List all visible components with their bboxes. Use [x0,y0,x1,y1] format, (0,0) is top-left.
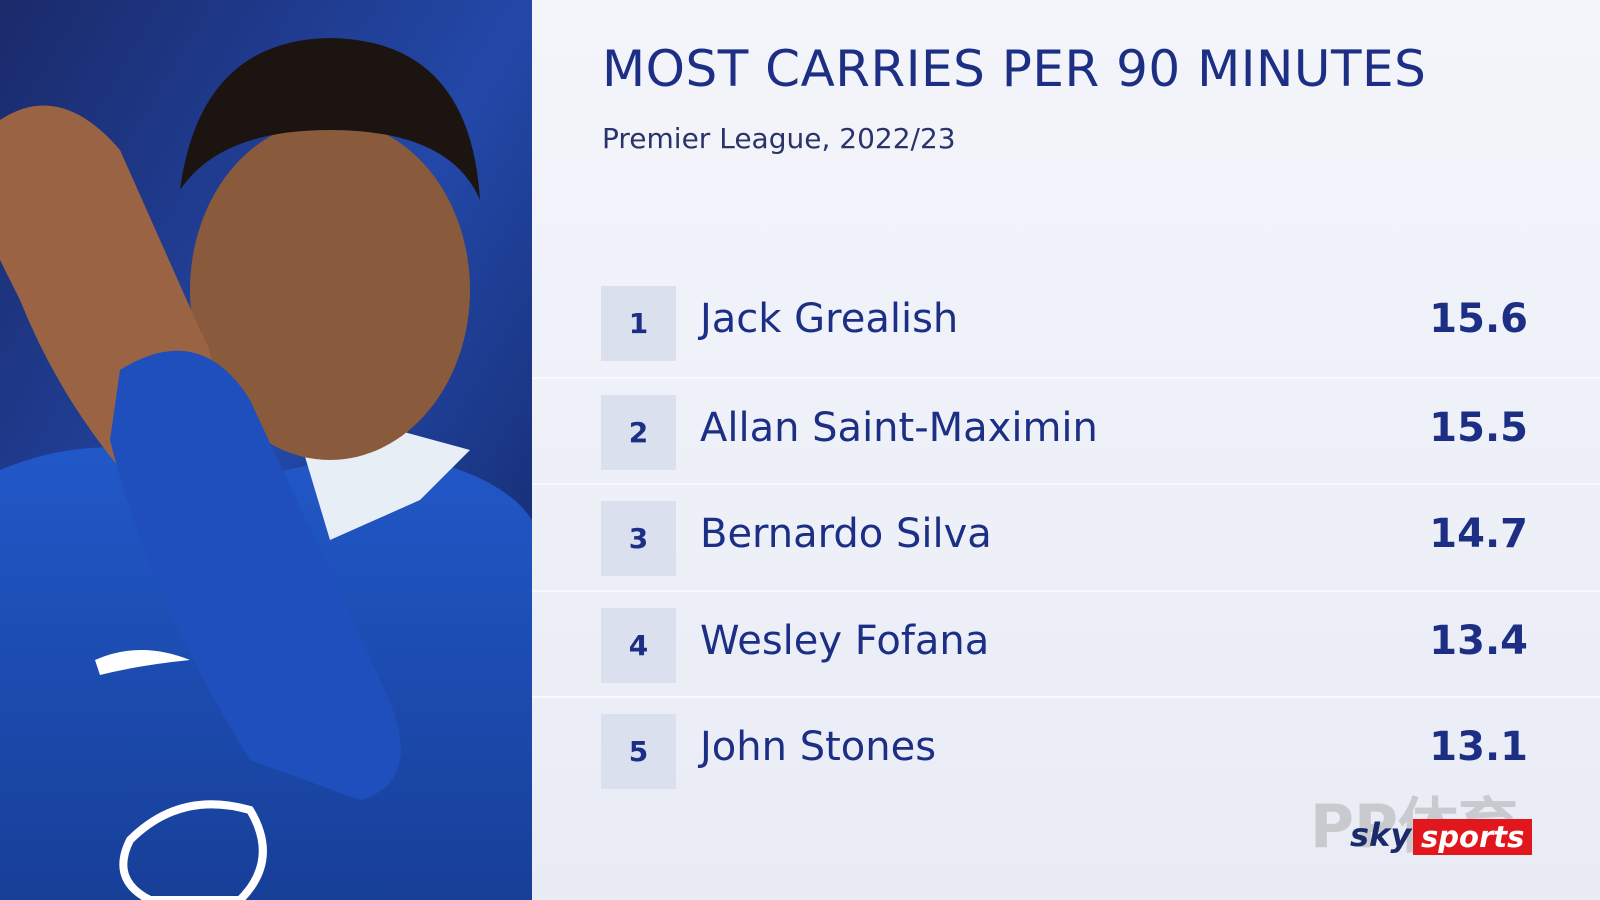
value: 14.7 [1429,511,1528,557]
player-name: John Stones [700,724,937,770]
value: 15.6 [1429,296,1528,342]
value: 15.5 [1429,404,1528,451]
table-row: 4 Wesley Fofana 13.4 [532,589,1600,698]
rank: 4 [601,607,676,683]
player-name: Bernardo Silva [700,511,992,557]
logo-sports: sports [1413,819,1533,855]
logo-sky: sky [1350,816,1412,854]
player-name: Wesley Fofana [700,617,990,664]
rank: 5 [601,714,676,789]
rank: 3 [601,501,676,576]
value: 13.4 [1429,617,1528,664]
table-row: 2 Allan Saint-Maximin 15.5 [532,376,1600,485]
subtitle: Premier League, 2022/23 [602,122,956,155]
value: 13.1 [1429,724,1528,770]
table-row: 3 Bernardo Silva 14.7 [532,483,1600,591]
table-row: 1 Jack Grealish 15.6 [532,270,1600,376]
rank: 2 [601,394,676,470]
rank: 1 [601,286,676,361]
table-row: 5 John Stones 13.1 [532,696,1600,804]
player-name: Allan Saint-Maximin [700,404,1098,451]
title: MOST CARRIES PER 90 MINUTES [602,40,1427,98]
player-photo [0,0,532,900]
player-name: Jack Grealish [700,296,959,342]
